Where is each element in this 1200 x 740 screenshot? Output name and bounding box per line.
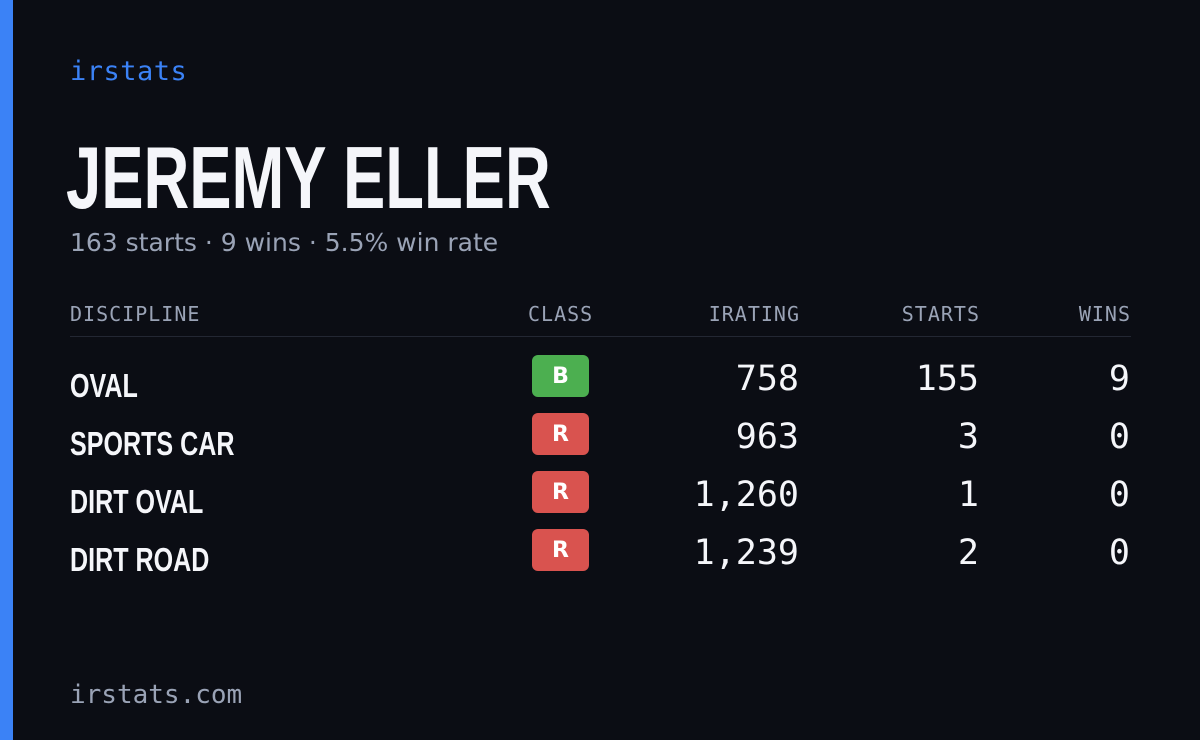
- class-badge: R: [532, 471, 589, 513]
- starts-cell: 155: [915, 359, 979, 399]
- wins-cell: 0: [1108, 533, 1130, 573]
- irating-cell: 1,260: [693, 475, 799, 515]
- class-badge: R: [532, 413, 589, 455]
- discipline-cell: DIRT OVAL: [70, 483, 204, 520]
- table-row: DIRT OVAL R 1,260 1 0: [70, 453, 1131, 520]
- irating-cell: 758: [735, 359, 799, 399]
- stats-table: DISCIPLINE CLASS IRATING STARTS WINS OVA…: [70, 298, 1131, 578]
- starts-cell: 3: [957, 417, 979, 457]
- driver-summary: 163 starts · 9 wins · 5.5% win rate: [70, 228, 499, 257]
- footer-url: irstats.com: [70, 680, 243, 710]
- driver-name: JEREMY ELLER: [66, 128, 551, 227]
- irating-cell: 963: [735, 417, 799, 457]
- table-row: SPORTS CAR R 963 3 0: [70, 395, 1131, 462]
- starts-cell: 2: [957, 533, 979, 573]
- class-badge: R: [532, 529, 589, 571]
- discipline-cell: DIRT ROAD: [70, 541, 210, 578]
- brand-logo-text: irstats: [70, 56, 188, 87]
- starts-cell: 1: [957, 475, 979, 515]
- header-irating: IRATING: [708, 302, 800, 326]
- wins-cell: 9: [1108, 359, 1130, 399]
- table-header: DISCIPLINE CLASS IRATING STARTS WINS: [70, 298, 1131, 337]
- discipline-cell: OVAL: [70, 367, 138, 404]
- discipline-cell: SPORTS CAR: [70, 425, 235, 462]
- wins-cell: 0: [1108, 417, 1130, 457]
- header-wins: WINS: [1078, 302, 1131, 326]
- table-row: OVAL B 758 155 9: [70, 337, 1131, 404]
- header-starts: STARTS: [901, 302, 980, 326]
- table-row: DIRT ROAD R 1,239 2 0: [70, 511, 1131, 578]
- accent-bar: [0, 0, 13, 740]
- wins-cell: 0: [1108, 475, 1130, 515]
- class-badge: B: [532, 355, 589, 397]
- header-discipline: DISCIPLINE: [70, 302, 201, 326]
- header-class: CLASS: [528, 302, 594, 326]
- irating-cell: 1,239: [693, 533, 799, 573]
